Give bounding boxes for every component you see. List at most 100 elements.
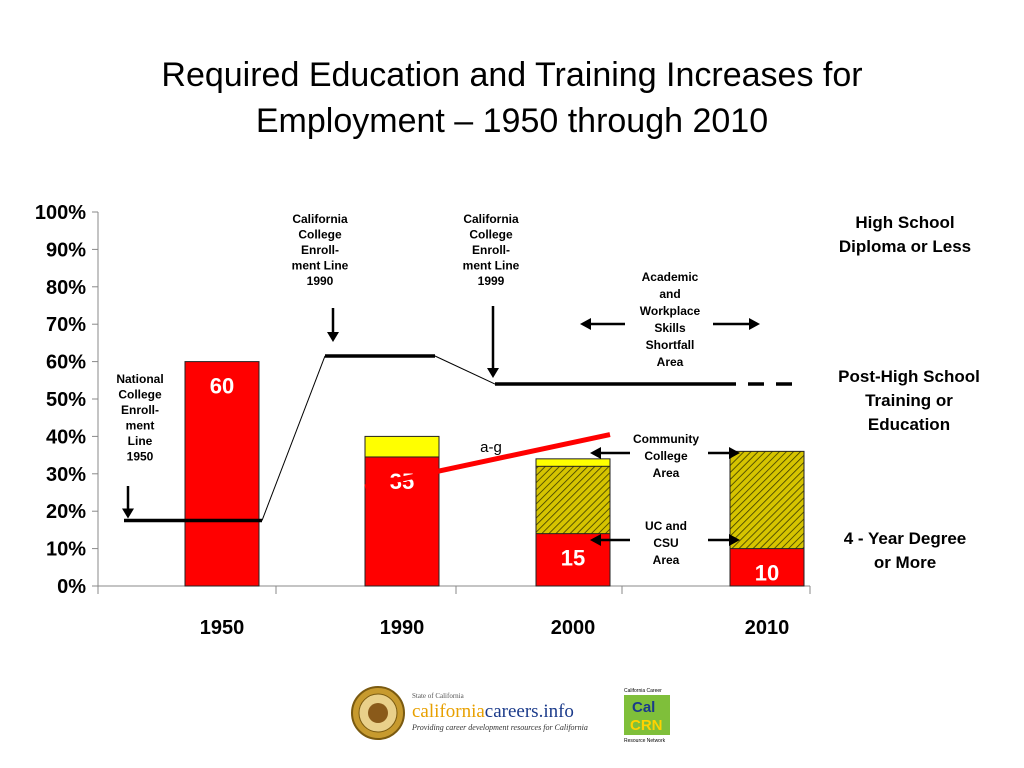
california-1990-callout-line: Enroll-	[301, 243, 339, 257]
enrollment-lines-group	[122, 306, 798, 546]
national-enrollment-callout-line: Enroll-	[121, 403, 159, 417]
axis-group: 0% 10% 20% 30% 40% 50% 60% 70% 80% 90% 100% 1950 199…	[35, 202, 811, 639]
bar-label-1950-seg-3: 60	[210, 374, 234, 399]
enrollment-connector-1990-1999	[434, 355, 496, 385]
california-1999-callout-line: California	[463, 212, 519, 226]
crn-top-label: California Career	[624, 688, 662, 694]
site-name-part-2: careers	[485, 701, 539, 722]
legend-high-school-line: High School	[855, 213, 954, 232]
shortfall-area-label-line: Area	[657, 355, 684, 369]
y-tick-label: 30%	[46, 464, 86, 486]
shortfall-arrows-left-head	[580, 318, 591, 330]
bar-label-2010-seg-3: 10	[755, 561, 779, 586]
uc-csu-area-label-line: UC and	[645, 519, 687, 533]
x-tick-label-2000: 2000	[551, 617, 596, 639]
california-1990-callout-line: California	[292, 212, 348, 226]
community-college-area-label: Community College Area	[633, 432, 699, 480]
shortfall-area-label-line: and	[659, 287, 680, 301]
crn-bottom-label: Resource Network	[624, 738, 666, 744]
x-tick-label-1990: 1990	[380, 617, 425, 639]
a-g-line	[364, 432, 611, 490]
california-1999-callout-line: 1999	[478, 274, 505, 288]
chart-title: Required Education and Training Increase…	[62, 52, 962, 144]
california-1990-callout: California College Enroll-ment Line 1990	[292, 212, 349, 288]
uc-csu-area-label-line: Area	[653, 553, 680, 567]
site-tagline: Providing career development resources f…	[411, 723, 588, 732]
footer-logos: State of California californiacareers.in…	[351, 686, 670, 744]
state-seal-icon	[351, 686, 405, 740]
bars-group: 20206020453520651520-2565to7010	[184, 361, 805, 587]
y-tick-label: 20%	[46, 501, 86, 523]
legend-post-high-school-line: Education	[868, 415, 950, 434]
a-g-label: a-g	[480, 439, 502, 456]
california-1999-callout-line: Enroll-	[472, 243, 510, 257]
callout-arrow-1950-head	[122, 508, 134, 519]
uc-csu-arrows-right-head	[729, 534, 740, 546]
site-name-part-1: california	[412, 701, 485, 722]
y-tick-label: 60%	[46, 352, 86, 374]
national-enrollment-callout-line: 1950	[127, 450, 154, 464]
california-1999-callout-line: College	[469, 228, 513, 242]
community-college-area-label-line: Area	[653, 466, 680, 480]
uc-csu-arrows-left-head	[590, 534, 601, 546]
chart-title-line-2: Employment – 1950 through 2010	[255, 102, 769, 140]
y-tick-label: 50%	[46, 389, 86, 411]
community-college-area-label-line: Community	[633, 432, 699, 446]
callout-arrow-1999-head	[487, 368, 499, 379]
site-name-part-3: .info	[539, 701, 574, 722]
legend-four-year-degree-line: or More	[874, 553, 936, 572]
y-tick-label: 0%	[57, 576, 86, 598]
legend-post-high-school: Post-High School Training or Education	[838, 367, 980, 434]
state-label: State of California	[412, 692, 465, 700]
crn-logo-text-1: Cal	[632, 699, 655, 716]
california-1999-callout: California College Enroll-ment Line 1999	[463, 212, 520, 288]
y-tick-label: 80%	[46, 277, 86, 299]
shortfall-area-label-line: Workplace	[640, 304, 701, 318]
national-enrollment-callout-line: National	[116, 372, 163, 386]
community-college-arrows-left-head	[590, 447, 601, 459]
calcrn-logo-icon	[624, 695, 670, 735]
site-name: californiacareers.info	[412, 701, 574, 722]
shortfall-area-label-line: Shortfall	[646, 338, 695, 352]
enrollment-connector-1950-1990	[261, 355, 326, 521]
callout-arrow-1990-head	[327, 331, 339, 342]
x-tick-label-1950: 1950	[200, 617, 245, 639]
y-tick-label: 10%	[46, 539, 86, 561]
chart-title-line-1: Required Education and Training Increase…	[161, 56, 863, 94]
bar-label-line: 15	[561, 546, 585, 571]
y-tick-label: 70%	[46, 314, 86, 336]
y-tick-label: 90%	[46, 239, 86, 261]
national-enrollment-callout-line: College	[118, 388, 162, 402]
bar-label-line: 60	[210, 374, 234, 399]
shortfall-area-label: Academic and Workplace Skills Shortfall Area	[640, 270, 701, 369]
shortfall-arrows-right-head	[749, 318, 760, 330]
national-enrollment-callout-line: Line	[128, 434, 153, 448]
crn-logo-text-2: CRN	[630, 717, 663, 734]
bar-2010-seg-3	[729, 548, 805, 587]
shortfall-area-label-line: Skills	[654, 321, 686, 335]
y-tick-label: 40%	[46, 426, 86, 448]
california-1999-callout-line: ment Line	[463, 259, 520, 273]
y-tick-label: 100%	[35, 202, 86, 224]
legend-high-school: High School Diploma or Less	[839, 213, 971, 256]
legend-four-year-degree-line: 4 - Year Degree	[844, 529, 967, 548]
california-1990-callout-line: ment Line	[292, 259, 349, 273]
bar-label-2000-seg-3: 15	[561, 546, 585, 571]
legend-high-school-line: Diploma or Less	[839, 237, 971, 256]
legend-post-high-school-line: Training or	[865, 391, 953, 410]
uc-csu-area-label: UC and CSU Area	[645, 519, 687, 567]
california-1990-callout-line: 1990	[307, 274, 334, 288]
community-college-area-label-line: College	[644, 449, 688, 463]
california-1990-callout-line: College	[298, 228, 342, 242]
uc-csu-area-label-line: CSU	[653, 536, 678, 550]
x-tick-label-2010: 2010	[745, 617, 790, 639]
legend-post-high-school-line: Post-High School	[838, 367, 980, 386]
bar-label-line: 10	[755, 561, 779, 586]
shortfall-area-label-line: Academic	[642, 270, 699, 284]
national-enrollment-callout: National College Enroll-ment Line 1950	[116, 372, 163, 464]
national-enrollment-callout-line: ment	[126, 419, 155, 433]
bar-1950-seg-3	[184, 361, 260, 587]
community-college-arrows-right-head	[729, 447, 740, 459]
